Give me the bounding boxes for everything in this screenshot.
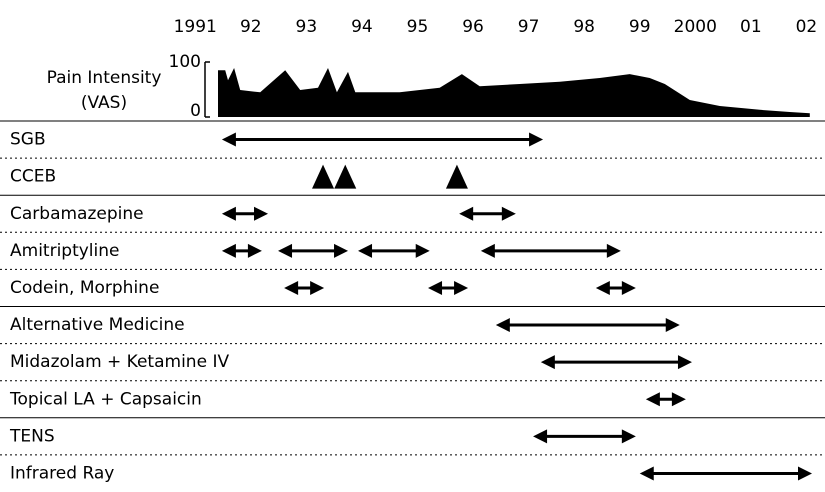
interval-arrow xyxy=(533,429,636,444)
row-label: Amitriptyline xyxy=(10,241,120,261)
x-tick-label: 93 xyxy=(296,17,318,37)
arrow-head xyxy=(415,243,430,258)
x-tick-label: 1991 xyxy=(174,17,217,37)
y-tick-label: 0 xyxy=(190,101,201,121)
event-marker xyxy=(445,164,468,189)
interval-arrow xyxy=(284,280,325,295)
x-tick-label: 92 xyxy=(240,17,262,37)
arrow-head xyxy=(671,392,686,407)
x-tick-label: 97 xyxy=(518,17,540,37)
interval-arrow xyxy=(540,355,692,370)
x-tick-label: 99 xyxy=(629,17,651,37)
arrow-head xyxy=(645,392,660,407)
x-tick-label: 2000 xyxy=(674,17,717,37)
arrow-head xyxy=(221,243,236,258)
row-label: Codein, Morphine xyxy=(10,278,159,298)
row-label: SGB xyxy=(10,130,46,150)
row-label: Infrared Ray xyxy=(10,463,114,483)
arrow-head xyxy=(495,318,510,333)
x-tick-label: 01 xyxy=(740,17,762,37)
interval-arrow xyxy=(639,466,812,481)
arrow-head xyxy=(533,429,548,444)
interval-arrow xyxy=(221,132,544,147)
interval-arrow xyxy=(428,280,469,295)
arrow-head xyxy=(639,466,654,481)
arrow-head xyxy=(334,243,349,258)
row-label: Topical LA + Capsaicin xyxy=(9,389,202,409)
row-label: Carbamazepine xyxy=(10,204,144,224)
x-tick-label: 95 xyxy=(407,17,429,37)
arrow-head xyxy=(254,206,269,221)
interval-arrow xyxy=(595,280,636,295)
row-label: TENS xyxy=(9,426,55,446)
interval-arrow xyxy=(495,318,680,333)
arrow-head xyxy=(621,280,636,295)
x-tick-label: 02 xyxy=(796,17,818,37)
event-marker xyxy=(312,164,335,189)
arrow-head xyxy=(221,206,236,221)
interval-arrow xyxy=(221,206,269,221)
arrow-head xyxy=(529,132,544,147)
arrow-head xyxy=(459,206,474,221)
pain-area xyxy=(218,68,810,117)
arrow-head xyxy=(540,355,555,370)
x-tick-label: 94 xyxy=(351,17,373,37)
y-tick-label: 100 xyxy=(169,52,201,72)
arrow-head xyxy=(480,243,495,258)
arrow-head xyxy=(665,318,680,333)
arrow-head xyxy=(247,243,262,258)
arrow-head xyxy=(428,280,443,295)
arrow-head xyxy=(284,280,299,295)
arrow-head xyxy=(798,466,812,481)
row-label: Alternative Medicine xyxy=(10,315,185,335)
x-tick-label: 96 xyxy=(462,17,484,37)
arrow-head xyxy=(454,280,469,295)
arrow-head xyxy=(310,280,325,295)
interval-arrow xyxy=(459,206,516,221)
interval-arrow xyxy=(278,243,349,258)
row-label: CCEB xyxy=(10,167,56,187)
y-axis-label: Pain Intensity xyxy=(47,68,162,88)
arrow-head xyxy=(677,355,692,370)
interval-arrow xyxy=(358,243,430,258)
interval-arrow xyxy=(645,392,686,407)
arrow-head xyxy=(358,243,373,258)
arrow-head xyxy=(595,280,610,295)
y-axis-label: (VAS) xyxy=(81,93,127,113)
arrow-head xyxy=(606,243,621,258)
event-marker xyxy=(334,164,357,189)
arrow-head xyxy=(278,243,293,258)
row-label: Midazolam + Ketamine IV xyxy=(10,352,229,372)
interval-arrow xyxy=(221,243,262,258)
x-tick-label: 98 xyxy=(573,17,595,37)
interval-arrow xyxy=(480,243,621,258)
arrow-head xyxy=(621,429,636,444)
arrow-head xyxy=(501,206,516,221)
arrow-head xyxy=(221,132,236,147)
